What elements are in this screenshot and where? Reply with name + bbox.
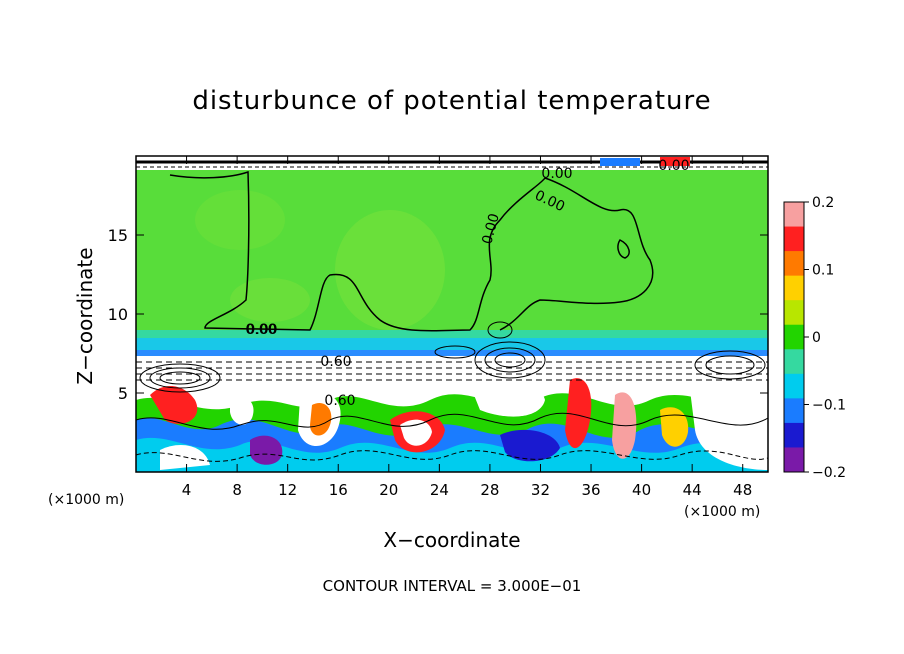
dense-contours <box>136 321 768 462</box>
contour-label: 0.60 <box>324 393 355 409</box>
y-tick-label: 10 <box>108 305 128 324</box>
x-tick-label: 40 <box>632 481 651 499</box>
warm-patch <box>335 210 445 330</box>
x-tick-label: 48 <box>733 481 752 499</box>
colorbar-tick-label: 0.2 <box>812 195 834 211</box>
band-teal <box>136 330 768 340</box>
colorbar-segment <box>784 447 804 473</box>
colorbar-ticks: 0.2 0.1 0 −0.1 −0.2 <box>804 195 846 481</box>
colorbar-segment <box>784 300 804 326</box>
colorbar-segment <box>784 373 804 399</box>
x-tick-label: 44 <box>683 481 702 499</box>
x-tick-label: 20 <box>379 481 398 499</box>
x-axis-title: X−coordinate <box>383 528 520 552</box>
y-tick-label: 15 <box>108 226 128 245</box>
x-tick-label: 36 <box>581 481 600 499</box>
colorbar <box>784 202 804 473</box>
x-tick-label: 8 <box>232 481 242 499</box>
plot-field <box>136 156 768 472</box>
y-tick-label: 5 <box>118 384 128 403</box>
x-tick-label: 24 <box>430 481 449 499</box>
colorbar-tick-label: 0 <box>812 330 821 346</box>
upper-layer-fill <box>136 156 768 356</box>
colorbar-segment <box>784 349 804 375</box>
warm-patch <box>195 190 285 250</box>
zero-contour <box>169 170 654 332</box>
band-white <box>136 356 768 386</box>
colorbar-segment <box>784 275 804 301</box>
colorbar-tick-label: 0.1 <box>812 263 834 279</box>
y-axis-title: Z−coordinate <box>73 247 97 384</box>
x-tick-label: 32 <box>531 481 550 499</box>
warm-patch <box>230 278 310 322</box>
contour-label: 0.00 <box>541 166 572 182</box>
colorbar-tick-label: −0.1 <box>812 398 846 414</box>
colorbar-segment <box>784 398 804 424</box>
x-unit-right: (×1000 m) <box>684 504 760 520</box>
colorbar-segment <box>784 324 804 350</box>
colorbar-segment <box>784 251 804 277</box>
contour-label: 0.60 <box>320 354 351 370</box>
colorbar-segment <box>784 422 804 448</box>
x-tick-label: 16 <box>329 481 348 499</box>
contour-label: 0.00 <box>245 322 276 338</box>
x-unit-left: (×1000 m) <box>48 492 124 508</box>
band-cyan <box>136 338 768 352</box>
contour-label: 0.00 <box>479 212 503 246</box>
contour-interval: CONTOUR INTERVAL = 3.000E−01 <box>322 577 582 595</box>
y-axis: 5 10 15 <box>108 226 768 403</box>
x-tick-label: 12 <box>278 481 297 499</box>
band-blue <box>136 350 768 356</box>
x-axis: 4 8 12 16 20 24 28 32 36 40 44 48 <box>182 156 752 499</box>
x-tick-label: 4 <box>182 481 192 499</box>
chart-title: disturbunce of potential temperature <box>192 86 712 116</box>
colorbar-segment <box>784 226 804 252</box>
colorbar-segment <box>784 202 804 228</box>
turbulent-layer <box>136 376 768 472</box>
contour-label: 0.00 <box>658 158 689 174</box>
x-tick-label: 28 <box>480 481 499 499</box>
colorbar-tick-label: −0.2 <box>812 465 846 481</box>
contour-label: 0.00 <box>246 322 277 338</box>
